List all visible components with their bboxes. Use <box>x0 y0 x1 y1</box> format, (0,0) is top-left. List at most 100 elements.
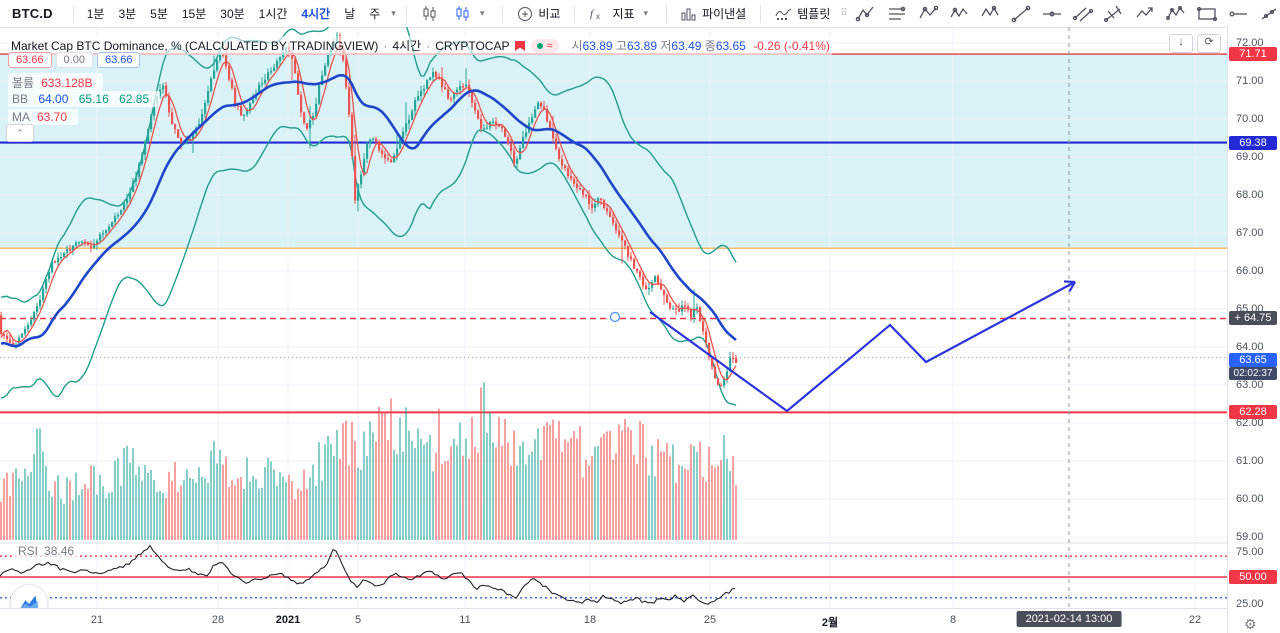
price-tick: 75.00 <box>1236 546 1264 558</box>
financials-button[interactable]: 파이낸셜 <box>673 5 754 22</box>
toolbar-divider <box>502 4 504 23</box>
tool-info-line-icon[interactable] <box>1254 1 1280 27</box>
compare-plus-icon <box>518 6 533 21</box>
interval-menu-caret[interactable]: ▾ <box>391 8 396 18</box>
toolbar-divider <box>760 4 762 23</box>
scroll-to-realtime-button[interactable]: ↓ <box>1169 34 1193 53</box>
templates-button[interactable]: 템플릿 <box>767 5 838 22</box>
toolbar-divider <box>72 4 74 23</box>
time-tick: 25 <box>703 614 717 626</box>
chart-style-candle-icon[interactable]: ▾ <box>446 5 497 22</box>
axis-settings-gear-icon[interactable]: ⚙ <box>1244 616 1257 632</box>
price-tick: 61.00 <box>1236 455 1264 467</box>
range-low-box[interactable]: 63.66 <box>8 52 52 68</box>
price-tick: 63.00 <box>1236 379 1264 391</box>
interval-4h-active[interactable]: 4시간 <box>301 7 331 21</box>
price-tick: 60.00 <box>1236 493 1264 505</box>
price-tick: 59.00 <box>1236 531 1264 543</box>
price-range-boxes: 63.66 0.00 63.66 <box>8 52 141 68</box>
compare-button[interactable]: 비교 <box>509 5 568 22</box>
legend-exchange: CRYPTOCAP <box>435 38 510 53</box>
tool-cross-wy-icon[interactable] <box>975 1 1006 27</box>
time-tick: 18 <box>583 614 597 626</box>
volume-indicator-row[interactable]: 볼륨 633.128B <box>8 73 104 92</box>
range-diff-box[interactable]: 0.00 <box>55 52 93 68</box>
financials-icon <box>681 8 696 20</box>
tool-elliott-wave-icon[interactable] <box>1161 1 1192 27</box>
interval-30m[interactable]: 30분 <box>220 7 245 21</box>
main-chart-svg[interactable] <box>0 27 1227 608</box>
interval-1w[interactable]: 주 <box>369 7 381 21</box>
ohlc-readout: 시63.89 고63.89 저63.49 종63.65 -0.26 (-0.41… <box>571 39 830 53</box>
tool-pitchfork-icon[interactable] <box>1099 1 1130 27</box>
market-open-dot-icon <box>537 42 544 49</box>
price-badge: + 64.75 <box>1229 311 1277 325</box>
toolbar-divider <box>405 4 407 23</box>
symbol-button[interactable]: BTC.D <box>12 6 53 21</box>
time-tick: 2월 <box>821 617 839 629</box>
drag-grip-icon[interactable]: ⠿ <box>840 8 847 19</box>
legend-interval: 4시간 <box>392 39 422 53</box>
indicators-caret[interactable]: ▾ <box>643 8 649 18</box>
reset-view-button[interactable]: ⟳ <box>1197 34 1221 53</box>
interval-1d[interactable]: 날 <box>344 7 356 21</box>
toolbar-divider <box>666 4 668 23</box>
tool-cross-ae-icon[interactable] <box>913 1 944 27</box>
rsi-indicator-row[interactable]: RSI 38.46 <box>14 544 79 558</box>
interval-3m[interactable]: 3분 <box>118 7 137 21</box>
ma-indicator-row[interactable]: MA 63.70 <box>8 109 79 125</box>
time-axis[interactable]: 21 28 2021 5 11 18 25 2월 8 22 2021-02-14 13:00 <box>0 608 1227 633</box>
interval-1m[interactable]: 1분 <box>86 7 105 21</box>
templates-icon <box>775 8 792 20</box>
price-badge: 62.28 <box>1229 405 1277 419</box>
svg-text:x: x <box>596 12 600 21</box>
price-badge: 50.00 <box>1229 570 1277 584</box>
price-tick: 72.00 <box>1236 37 1264 49</box>
price-tick: 25.00 <box>1236 598 1264 610</box>
interval-1h[interactable]: 1시간 <box>258 7 288 21</box>
price-tick: 71.00 <box>1236 75 1264 87</box>
tool-horizontal-line-icon[interactable] <box>1037 1 1068 27</box>
crosshair-time-badge: 2021-02-14 13:00 <box>1016 611 1122 627</box>
tool-trend-line-icon[interactable] <box>1006 1 1037 27</box>
price-tick: 67.00 <box>1236 227 1264 239</box>
price-axis[interactable]: ⚙ 72.00 71.00 70.00 69.00 68.00 67.00 66.00 65.… <box>1227 27 1280 633</box>
time-tick: 28 <box>211 614 225 626</box>
chart-legend[interactable]: Market Cap BTC Dominance, % (CALCULATED … <box>8 36 833 55</box>
time-tick: 22 <box>1188 614 1202 626</box>
drawing-tools-group <box>851 1 1280 27</box>
chart-style-hollow-candle-icon[interactable] <box>413 5 446 22</box>
collapse-legend-button[interactable]: ⌃ <box>6 124 34 142</box>
tool-rectangle-icon[interactable] <box>1192 1 1223 27</box>
chart-controls: ↓ ⟳ <box>1169 34 1221 53</box>
time-tick: 5 <box>354 614 362 626</box>
interval-5m[interactable]: 5분 <box>150 7 168 21</box>
tool-parallel-channel-icon[interactable] <box>1068 1 1099 27</box>
price-badge: 71.71 <box>1229 47 1277 61</box>
chart-style-caret[interactable]: ▾ <box>479 8 485 18</box>
price-tick: 69.00 <box>1236 151 1264 163</box>
tool-horizontal-lines-icon[interactable] <box>882 1 913 27</box>
svg-text:f: f <box>590 8 595 20</box>
toolbar-divider <box>574 4 576 23</box>
time-tick: 21 <box>90 614 104 626</box>
tool-horizontal-ray-icon[interactable] <box>1223 1 1254 27</box>
price-tick: 68.00 <box>1236 189 1264 201</box>
exchange-flag-icon <box>515 40 526 51</box>
price-tick: 70.00 <box>1236 113 1264 125</box>
chart-area[interactable]: Market Cap BTC Dominance, % (CALCULATED … <box>0 27 1227 622</box>
interval-15m[interactable]: 15분 <box>181 7 207 21</box>
price-tick: 66.00 <box>1236 265 1264 277</box>
market-status-pill: ≈ <box>531 38 559 53</box>
price-badge: 63.65 <box>1229 353 1277 367</box>
price-badge: 69.38 <box>1229 136 1277 150</box>
tool-cross-wz-icon[interactable] <box>944 1 975 27</box>
tool-cross-ac-icon[interactable] <box>851 1 882 27</box>
delayed-data-icon: ≈ <box>546 39 553 52</box>
range-high-box[interactable]: 63.66 <box>96 52 141 68</box>
bollinger-indicator-row[interactable]: BB 64.00 65.16 62.85 <box>8 91 161 107</box>
tool-arrow-zigzag-icon[interactable] <box>1130 1 1161 27</box>
